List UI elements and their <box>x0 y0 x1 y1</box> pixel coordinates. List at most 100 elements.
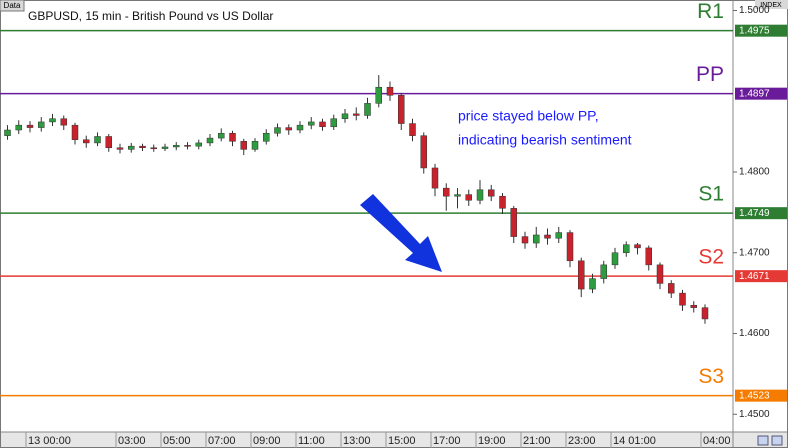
badge-box <box>0 0 25 12</box>
candle-body <box>600 264 607 279</box>
candle-body <box>26 124 34 128</box>
x-tick-label: 05:00 <box>163 435 191 447</box>
candle-body <box>578 260 585 290</box>
corner-label: INDEX <box>760 2 782 9</box>
x-tick-label: 14 01:00 <box>613 435 656 447</box>
candle-body <box>94 136 101 144</box>
candle-body <box>386 86 394 96</box>
candle-body <box>263 132 270 142</box>
candle-body <box>308 121 315 126</box>
y-tick-label: 1.4700 <box>739 247 770 258</box>
candle-body <box>139 145 146 149</box>
candle-body <box>240 141 247 150</box>
x-tick-label: 21:00 <box>523 435 551 447</box>
x-tick-label: 09:00 <box>253 435 281 447</box>
icon <box>757 435 769 446</box>
candle-body <box>690 304 697 308</box>
x-axis-strip <box>0 432 788 448</box>
y-tick-label: 1.5000 <box>739 5 770 16</box>
pivot-value: 1.4975 <box>739 25 770 36</box>
x-tick-label: 19:00 <box>478 435 506 447</box>
annotation: indicating bearish sentiment <box>458 132 632 148</box>
candle-body <box>296 124 304 131</box>
arrow <box>360 194 442 272</box>
pivot-value: 1.4749 <box>739 208 770 219</box>
candle-body <box>398 95 405 124</box>
icon <box>771 435 783 446</box>
candle-body <box>218 132 225 139</box>
candle-body <box>274 127 281 134</box>
candle-body <box>443 187 450 197</box>
candle-body <box>38 121 45 128</box>
candle-body <box>285 127 292 131</box>
candle-body <box>83 139 90 144</box>
candle-body <box>645 247 652 266</box>
candle-body <box>409 123 416 136</box>
candle-body <box>623 244 630 253</box>
x-tick-label: 23:00 <box>568 435 596 447</box>
candle-body <box>364 103 371 116</box>
candle-body <box>161 146 169 149</box>
candle-body <box>589 278 596 290</box>
x-tick-label: 13:00 <box>343 435 371 447</box>
candle-body <box>611 252 619 266</box>
candle-body <box>431 167 439 189</box>
x-tick-label: 15:00 <box>388 435 416 447</box>
candle-body <box>229 132 236 142</box>
candle-body <box>679 292 686 306</box>
x-tick-label: 17:00 <box>433 435 461 447</box>
pivot-value-box <box>735 24 787 37</box>
candle-body <box>319 121 326 128</box>
candle-body <box>454 194 461 197</box>
pivot-name: S3 <box>698 365 724 388</box>
y-tick-label: 1.4800 <box>739 167 770 178</box>
candle-body <box>4 129 11 136</box>
x-tick-label: 13 00:00 <box>28 435 71 447</box>
candle-body <box>465 194 472 201</box>
y-tick-label: 1.4500 <box>739 409 770 420</box>
candle-body <box>510 208 517 237</box>
pivot-value-box <box>735 207 787 220</box>
candle-body <box>150 147 157 150</box>
candle-body <box>105 136 112 149</box>
candle-body <box>330 118 337 128</box>
pivot-value: 1.4897 <box>739 88 770 99</box>
pivot-name: R1 <box>697 0 724 23</box>
candle-body <box>533 234 540 244</box>
candle-body <box>488 189 495 197</box>
annotation: price stayed below PP, <box>458 108 599 124</box>
candle-body <box>251 141 259 150</box>
x-tick-label: 11:00 <box>298 435 325 447</box>
x-tick-label: 04:00 <box>703 435 731 447</box>
candle-body <box>71 124 79 140</box>
pivot-name: S1 <box>698 183 724 206</box>
candle-body <box>544 234 551 239</box>
y-tick-label: 1.4600 <box>739 328 770 339</box>
candle-body <box>499 195 506 209</box>
candle-body <box>353 113 360 116</box>
candle-body <box>341 113 349 119</box>
candle-body <box>49 118 56 123</box>
candle-body <box>668 283 675 294</box>
candle-body <box>701 307 709 320</box>
pivot-value-box <box>735 87 787 100</box>
candle-body <box>173 145 180 148</box>
badge: Data <box>4 1 21 10</box>
chart-title: GBPUSD, 15 min - British Pound vs US Dol… <box>28 9 273 23</box>
candle-body <box>15 124 22 131</box>
candle-body <box>420 135 427 169</box>
corner-box <box>755 0 788 9</box>
pivot-value: 1.4523 <box>739 390 770 401</box>
pivot-name: PP <box>696 63 724 86</box>
candle-body <box>184 145 191 147</box>
candle-body <box>555 232 562 239</box>
x-tick-label: 03:00 <box>118 435 146 447</box>
candle-body <box>195 142 202 147</box>
candle-body <box>656 264 664 284</box>
candle-body <box>60 118 67 126</box>
candle-body <box>206 137 214 144</box>
pivot-value-box <box>735 270 787 283</box>
candle-body <box>116 147 124 150</box>
